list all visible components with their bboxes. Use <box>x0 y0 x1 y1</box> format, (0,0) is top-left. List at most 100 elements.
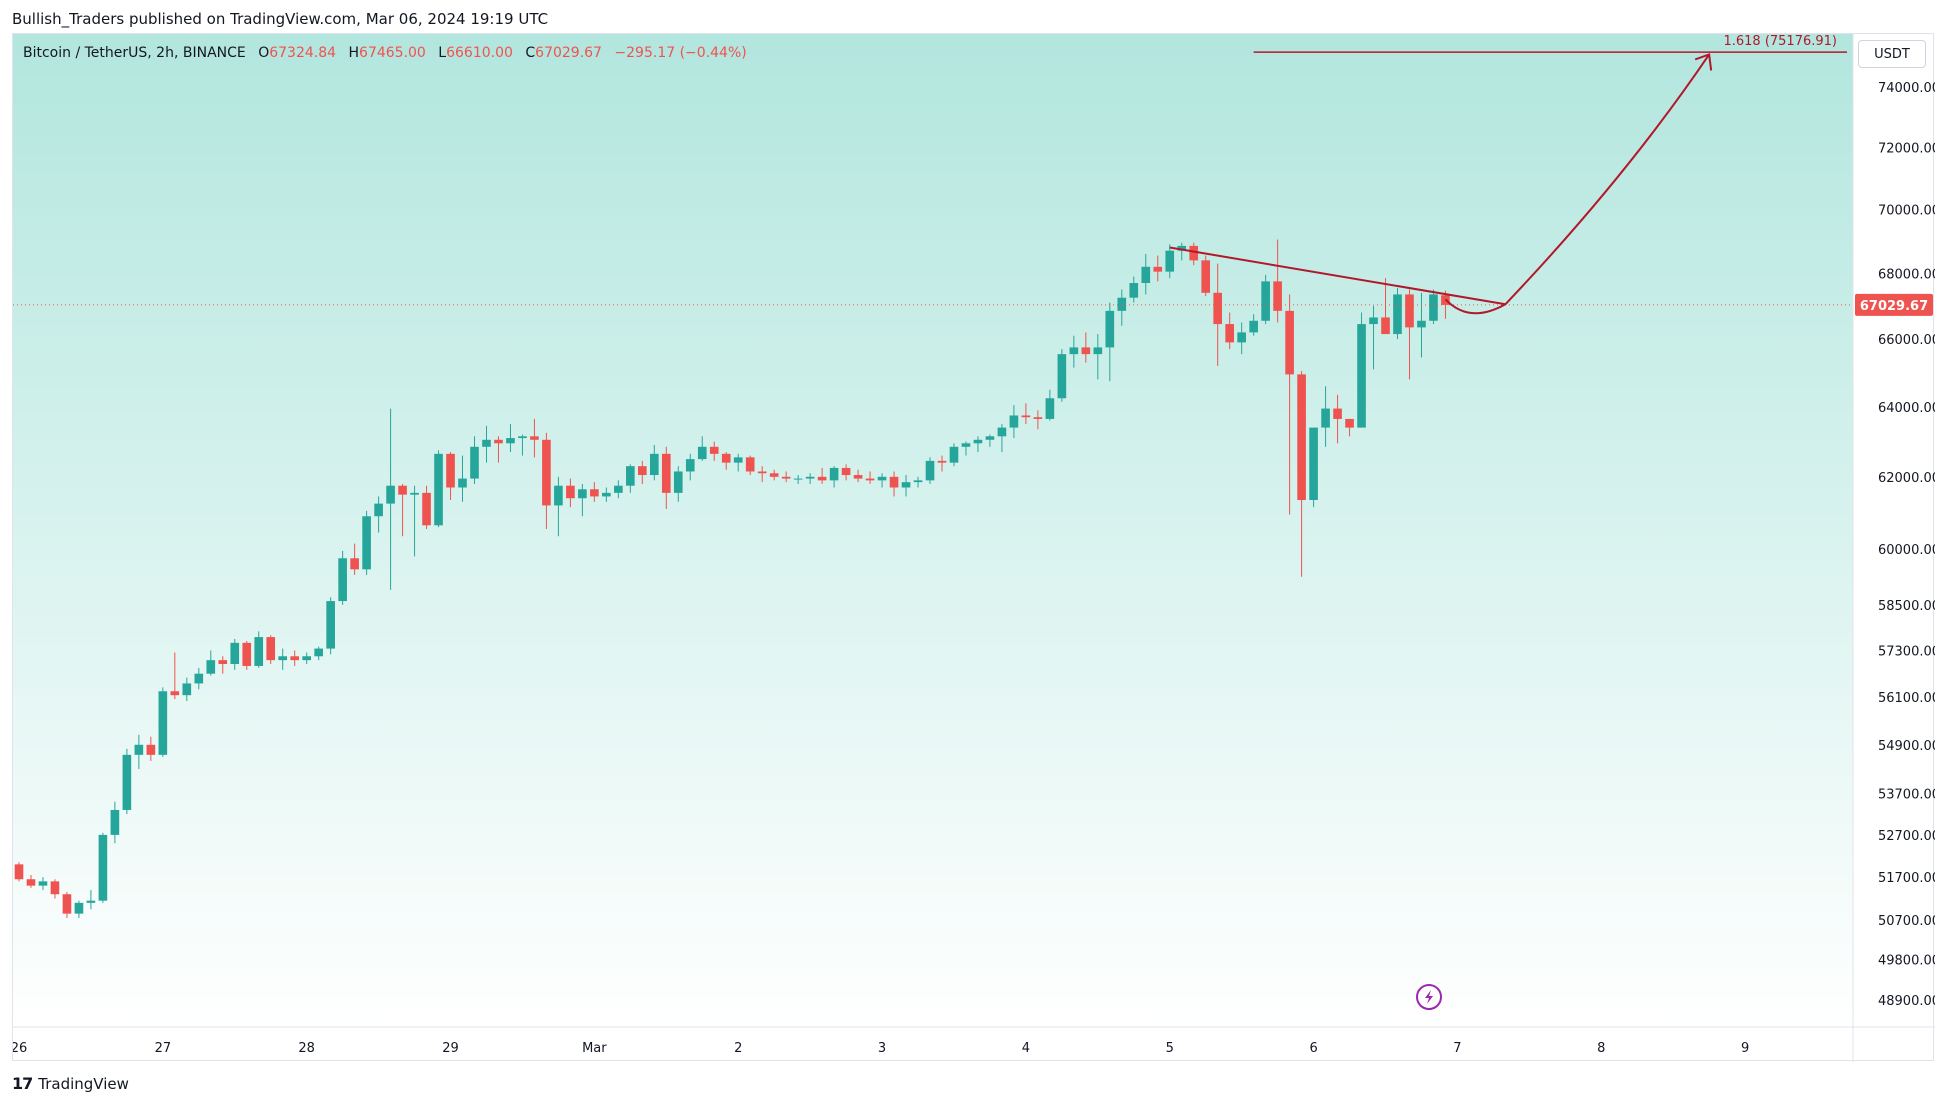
time-tick-label: 7 <box>1453 1041 1461 1056</box>
price-tick-label: 64000.00 <box>1878 401 1935 416</box>
candle-body <box>110 809 120 835</box>
candle-body <box>146 744 156 755</box>
candle-body <box>1345 418 1354 428</box>
candle-body <box>26 879 36 886</box>
time-tick-label: 3 <box>878 1041 886 1056</box>
candle-body <box>793 478 803 480</box>
candle-body <box>937 460 947 463</box>
candle-body <box>1069 347 1079 355</box>
resistance-trendline <box>1169 246 1506 306</box>
candle-body <box>314 648 323 657</box>
candle-body <box>374 503 383 517</box>
candle-body <box>230 642 240 665</box>
candle-body <box>745 457 755 472</box>
candle-body <box>554 485 563 506</box>
candle-body <box>925 460 935 481</box>
candle-body <box>242 642 252 666</box>
candle-body <box>578 489 587 499</box>
candle-body <box>685 459 695 472</box>
time-tick-label: 28 <box>298 1041 315 1056</box>
candle-body <box>206 660 216 674</box>
candle-body <box>1045 398 1055 419</box>
tradingview-brand: TradingView <box>38 1074 129 1093</box>
high-label: H <box>348 45 360 61</box>
candle-body <box>1009 415 1019 428</box>
price-tick-label: 58500.00 <box>1878 599 1935 614</box>
candle-body <box>949 446 959 463</box>
price-tick-label: 49800.00 <box>1878 954 1935 969</box>
price-tick-label: 70000.00 <box>1878 203 1935 218</box>
candle-body <box>218 660 228 665</box>
currency-button[interactable]: USDT <box>1858 40 1926 68</box>
candle-body <box>494 439 503 444</box>
candle-body <box>626 466 635 486</box>
last-price-label: 67029.67 <box>1855 293 1933 316</box>
price-tick-label: 72000.00 <box>1878 141 1935 156</box>
time-tick-label: 6 <box>1309 1041 1317 1056</box>
candle-body <box>1105 310 1115 348</box>
candle-body <box>889 476 899 488</box>
plot-background <box>13 34 1853 1027</box>
candle-body <box>805 476 815 479</box>
candle-body <box>134 744 144 755</box>
candle-body <box>901 482 911 488</box>
candle-body <box>422 492 431 526</box>
candles <box>14 239 1450 918</box>
candle-body <box>14 864 24 880</box>
candle-body <box>1417 320 1426 328</box>
candle-body <box>506 438 515 444</box>
candle-body <box>1177 245 1187 251</box>
close-label: C <box>525 45 536 61</box>
candle-body <box>434 453 443 526</box>
symbol-name[interactable]: Bitcoin / TetherUS, 2h, BINANCE <box>23 45 246 61</box>
candle-body <box>1405 294 1414 328</box>
candle-body <box>1033 417 1043 419</box>
time-tick-label: 2 <box>734 1041 742 1056</box>
candle-body <box>961 443 971 447</box>
lightning-icon[interactable] <box>1416 984 1442 1010</box>
candle-body <box>817 476 827 481</box>
candle-body <box>266 637 276 661</box>
time-tick-label: 8 <box>1597 1041 1605 1056</box>
price-tick-label: 53700.00 <box>1878 787 1935 802</box>
candle-body <box>482 439 491 447</box>
price-tick-label: 52700.00 <box>1878 829 1935 844</box>
chart-frame[interactable]: 74000.00 72000.00 70000.00 68000.00 66000.00… <box>12 33 1935 1062</box>
candle-body <box>1081 347 1091 355</box>
candle-body <box>254 637 264 666</box>
candle-body <box>1285 310 1294 375</box>
candle-body <box>1117 297 1127 311</box>
candle-body <box>1357 324 1366 428</box>
candle-body <box>1129 283 1139 298</box>
price-tick-label: 66000.00 <box>1878 333 1935 348</box>
candle-body <box>1393 294 1402 335</box>
footer[interactable]: 17 TradingView <box>12 1074 129 1093</box>
candle-body <box>1225 324 1234 343</box>
price-tick-label: 54900.00 <box>1878 739 1935 754</box>
candle-body <box>877 476 887 481</box>
candle-body <box>1141 266 1151 284</box>
candle-body <box>182 683 192 696</box>
time-tick-label: 26 <box>13 1041 27 1056</box>
open-label: O <box>258 45 270 61</box>
candle-body <box>566 485 575 499</box>
candle-body <box>1213 292 1223 325</box>
candle-body <box>398 485 407 495</box>
price-chart[interactable]: 74000.00 72000.00 70000.00 68000.00 66000.00… <box>13 34 1935 1062</box>
candle-body <box>122 754 132 810</box>
candle-body <box>338 558 347 602</box>
candle-body <box>1057 354 1067 399</box>
tradingview-logo-icon: 17 <box>12 1074 33 1093</box>
time-tick-label: 29 <box>442 1041 459 1056</box>
candle-body <box>326 601 335 649</box>
candle-body <box>530 436 539 440</box>
candle-body <box>590 489 599 497</box>
candle-body <box>386 485 395 504</box>
candle-body <box>1369 317 1378 325</box>
time-tick-label: 4 <box>1022 1041 1030 1056</box>
candle-body <box>542 439 551 506</box>
candle-body <box>1201 260 1211 293</box>
candle-body <box>649 453 659 476</box>
candle-body <box>1021 415 1031 418</box>
time-tick-label: 27 <box>155 1041 172 1056</box>
